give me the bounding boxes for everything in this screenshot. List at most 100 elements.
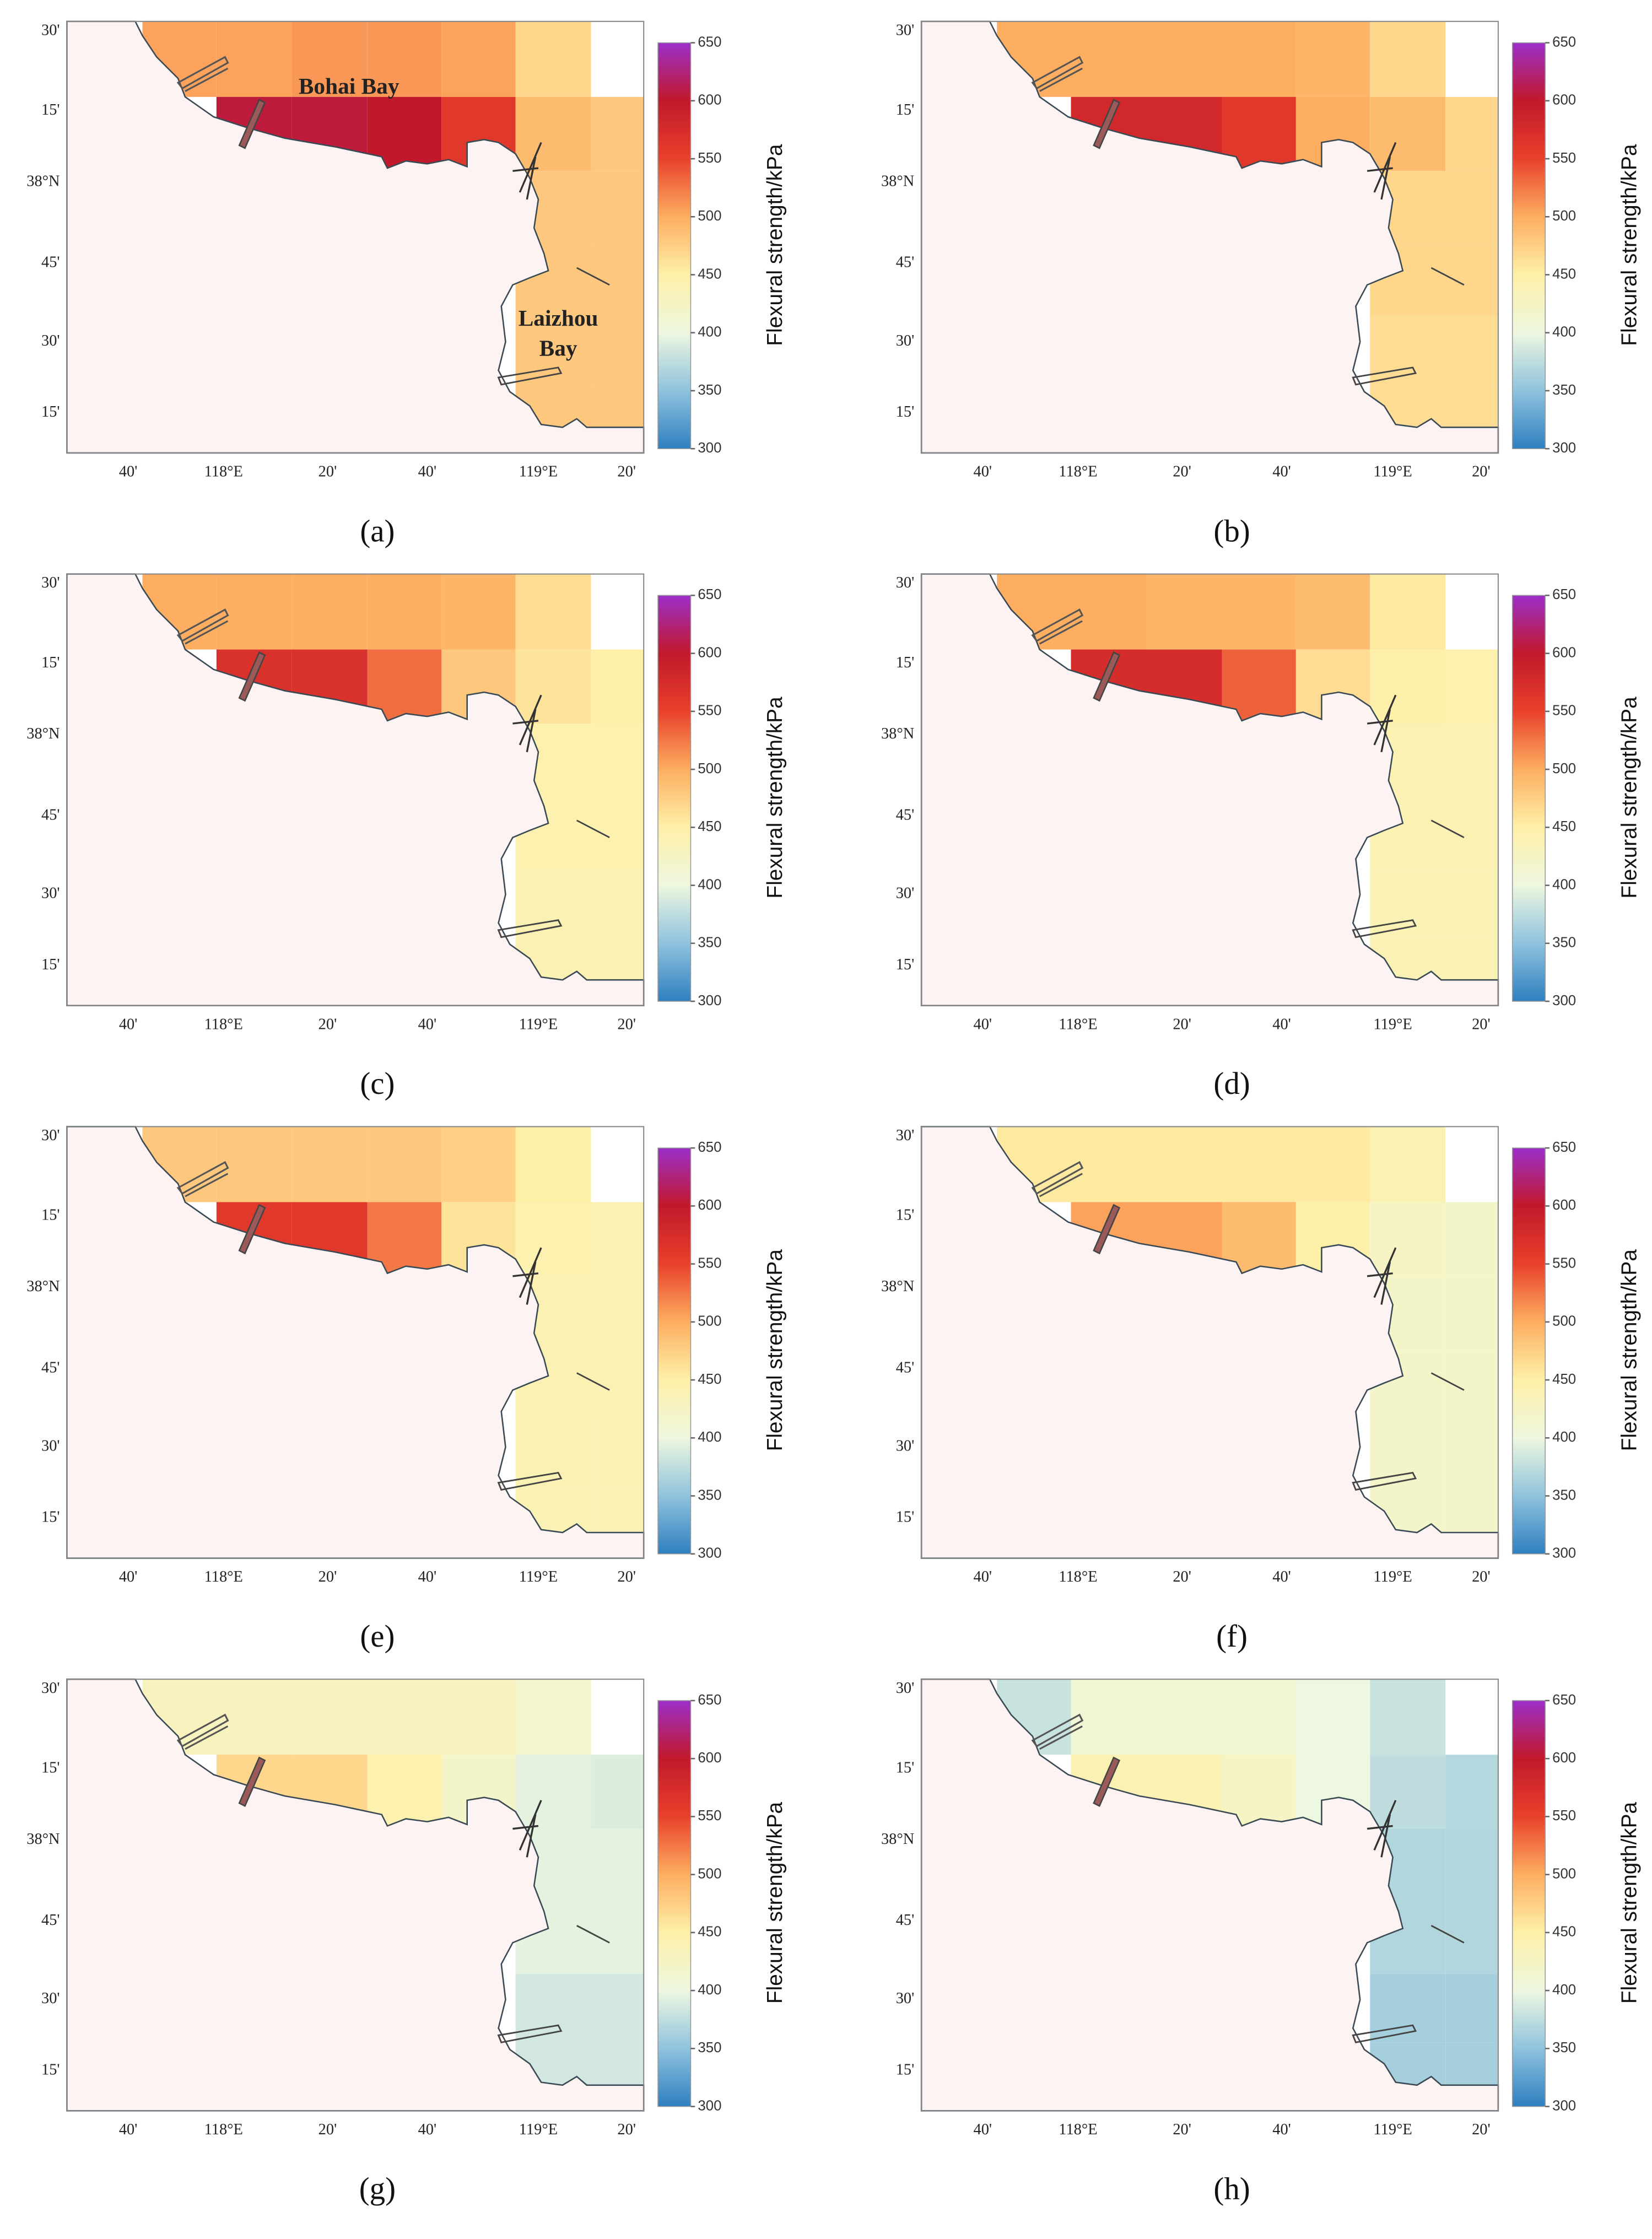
x-tick-label: 20' (318, 1568, 337, 1585)
pier (176, 1713, 229, 1750)
grid-cell (1146, 1126, 1222, 1202)
colorbar-tick-label: 550 (1552, 703, 1576, 719)
colorbar-tick-label: 550 (1552, 1255, 1576, 1271)
map-panel: 40' 118°E 20' 40' 119°E 20' 30' 15' 38°N 45' 30' 15… (881, 1678, 1641, 2206)
pier (176, 608, 229, 645)
x-tick-label: 20' (1173, 1568, 1191, 1585)
x-tick-label: 119°E (1373, 463, 1412, 481)
panel-label: (g) (359, 2172, 396, 2206)
pier (1352, 1925, 1465, 2043)
grid-cell (1370, 1202, 1446, 1276)
y-tick-label: 38°N (26, 725, 60, 742)
x-tick-label: 20' (1472, 1568, 1491, 1585)
colorbar-tick-label: 600 (1552, 1197, 1576, 1213)
colorbar-tick-label: 300 (1552, 2098, 1576, 2113)
map-frame (921, 573, 1499, 1006)
y-tick-label: 30' (41, 1437, 60, 1454)
x-tick-label: 119°E (1373, 2121, 1412, 2138)
y-tick-label: 15' (896, 1207, 915, 1224)
colorbar-tick-label: 400 (698, 1429, 721, 1445)
colorbar-tick-label: 400 (698, 1982, 721, 1998)
colorbar (1511, 42, 1546, 449)
land (920, 573, 1499, 1007)
x-tick-label: 40' (1272, 1568, 1291, 1585)
grid-cell (1445, 1421, 1498, 1490)
colorbar-tick-label: 650 (698, 1140, 721, 1155)
x-tick-label: 20' (318, 1016, 337, 1033)
colorbar-tick-label: 350 (698, 935, 721, 951)
colorbar-tick-label: 650 (698, 587, 721, 602)
grid-cell (591, 1974, 644, 2043)
x-tick-label: 40' (974, 1016, 992, 1033)
panel-label: (e) (360, 1619, 395, 1654)
grid-cell (1370, 96, 1446, 171)
map-panel: 40' 118°E 20' 40' 119°E 20' 30' 15' 38°N 45' 30' 15… (881, 20, 1641, 548)
grid-cell (591, 1828, 644, 1903)
colorbar-tick-label: 450 (698, 266, 721, 282)
colorbar-tick-label: 550 (698, 1808, 721, 1823)
colorbar-tick-label: 450 (698, 1924, 721, 1940)
x-tick-label: 40' (418, 2121, 437, 2138)
colorbar-tick-label: 400 (1552, 1429, 1576, 1445)
grid-cell (1222, 21, 1296, 97)
colorbar (657, 595, 692, 1002)
pier (1367, 1247, 1397, 1305)
pier (1352, 1372, 1465, 1491)
colorbar-label: Flexural strength/kPa (763, 697, 787, 899)
map-frame (921, 20, 1499, 454)
x-tick-label: 40' (119, 1016, 138, 1033)
colorbar-tick-label: 450 (1552, 266, 1576, 282)
colorbar-tick-label: 400 (1552, 877, 1576, 892)
y-tick-label: 30' (41, 1127, 60, 1144)
grid-cell (591, 937, 644, 980)
grid-cell (367, 21, 442, 97)
colorbar-tick-label: 300 (1552, 993, 1576, 1008)
pier (238, 651, 266, 702)
grid-cell (591, 649, 644, 724)
colorbar-tick-label: 450 (698, 819, 721, 834)
land (66, 573, 645, 1007)
grid-cell (591, 1421, 644, 1490)
y-tick-label: 30' (896, 574, 915, 591)
pier (238, 1204, 266, 1255)
colorbar-tick-label: 550 (698, 150, 721, 166)
colorbar-tick-label: 500 (698, 208, 721, 224)
y-tick-label: 30' (41, 1990, 60, 2007)
colorbar-tick-label: 350 (698, 1487, 721, 1503)
grid-cell (591, 797, 644, 869)
x-tick-label: 40' (1272, 1016, 1291, 1033)
colorbar (1511, 595, 1546, 1002)
x-tick-label: 20' (318, 463, 337, 481)
pier (497, 1372, 610, 1491)
colorbar-tick-label: 650 (1552, 1140, 1576, 1155)
colorbar-tick-label: 600 (698, 1750, 721, 1766)
colorbar-tick-label: 500 (698, 761, 721, 776)
colorbar-tick-label: 650 (698, 1692, 721, 1708)
grid-cell (1370, 649, 1446, 724)
map-panel: 40' 118°E 20' 40' 119°E 20' 30' 15' 38°N 45' 30' 15… (26, 1678, 787, 2206)
x-tick-label: 119°E (519, 2121, 558, 2138)
colorbar-tick-label: 500 (1552, 1314, 1576, 1329)
pier (512, 1800, 542, 1858)
x-tick-label: 40' (418, 463, 437, 481)
colorbar-tick-label: 600 (1552, 93, 1576, 108)
colorbar-tick-label: 650 (1552, 1692, 1576, 1708)
grid-cell (291, 1679, 368, 1755)
colorbar-tick-label: 550 (1552, 150, 1576, 166)
grid-cell (441, 574, 516, 650)
y-tick-label: 45' (41, 1359, 60, 1376)
y-tick-label: 15' (896, 956, 915, 973)
y-tick-label: 38°N (881, 1278, 914, 1295)
colorbar-tick-label: 350 (1552, 2040, 1576, 2055)
colorbar-label: Flexural strength/kPa (763, 1801, 787, 2004)
y-tick-label: 38°N (881, 172, 914, 190)
grid-cell (1071, 1126, 1147, 1202)
grid-cell (515, 649, 591, 724)
colorbar-tick-label: 500 (1552, 208, 1576, 224)
x-tick-label: 20' (1472, 2121, 1491, 2138)
pier (497, 1925, 610, 2043)
pier (1352, 819, 1465, 938)
x-tick-label: 20' (617, 463, 636, 481)
y-tick-label: 30' (896, 1437, 915, 1454)
